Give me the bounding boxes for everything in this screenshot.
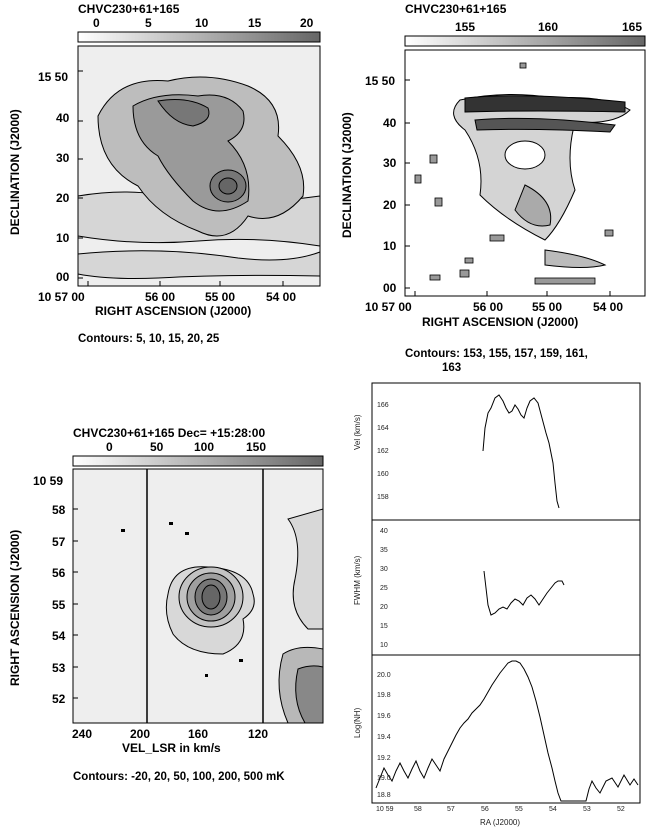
wedge-tick: 150 (246, 440, 267, 454)
wedge-tick: 5 (145, 16, 152, 30)
fwhm-tick: 35 (380, 547, 388, 554)
vel-tick: 160 (377, 471, 389, 478)
contours-caption: Contours: -20, 20, 50, 100, 200, 500 mK (73, 771, 285, 783)
x-tick: 55 00 (532, 300, 563, 314)
ra-tick: 52 (617, 806, 625, 813)
wedge-tick: 15 (248, 16, 262, 30)
nh-tick: 19.2 (377, 755, 391, 762)
y-tick: 30 (56, 151, 70, 165)
fwhm-tick: 30 (380, 566, 388, 573)
y-axis-label: RIGHT ASCENSION (J2000) (8, 529, 22, 686)
y-tick: 56 (52, 566, 66, 580)
y-tick: 52 (52, 692, 66, 706)
vel-tick: 164 (377, 425, 389, 432)
y-tick: 10 (56, 231, 70, 245)
panel-title: CHVC230+61+165 Dec= +15:28:00 (73, 426, 266, 440)
fwhm-tick: 20 (380, 604, 388, 611)
contours-caption-continued: 163 (442, 362, 462, 374)
y-tick: 00 (383, 281, 397, 295)
y-tick: 20 (383, 198, 397, 212)
y-tick: 40 (56, 111, 70, 125)
y-axis-label: DECLINATION (J2000) (8, 109, 22, 235)
wedge-top-right (404, 35, 646, 47)
y-tick: 20 (56, 191, 70, 205)
ra-tick: 53 (583, 806, 591, 813)
x-tick: 55 00 (205, 290, 236, 304)
ra-tick: 56 (481, 806, 489, 813)
wedge-tick: 20 (300, 16, 314, 30)
y-tick: 10 (383, 239, 397, 253)
wedge-tick: 155 (455, 20, 476, 34)
fwhm-tick: 10 (380, 642, 388, 649)
x-axis-label: VEL_LSR in km/s (122, 741, 221, 755)
ra-tick: 10 59 (376, 806, 394, 813)
x-tick: 10 57 00 (365, 300, 412, 314)
wedge-tick: 0 (93, 16, 100, 30)
wedge-tick: 50 (150, 440, 164, 454)
y-axis-label-fwhm: FWHM (km/s) (353, 555, 362, 605)
profile-plots (371, 382, 641, 804)
y-axis-label-nh: Log(NH) (353, 707, 362, 738)
map-top-left (77, 45, 321, 287)
fwhm-tick: 15 (380, 623, 388, 630)
x-axis-label: RA (J2000) (480, 818, 521, 827)
vel-tick: 166 (377, 402, 389, 409)
ra-tick: 57 (447, 806, 455, 813)
x-tick: 200 (130, 727, 151, 741)
wedge-top-left (77, 31, 321, 43)
x-tick: 160 (188, 727, 209, 741)
y-tick: 57 (52, 535, 66, 549)
x-tick: 54 00 (593, 300, 624, 314)
nh-tick: 19.0 (377, 775, 391, 782)
fwhm-tick: 25 (380, 585, 388, 592)
y-tick: 00 (56, 270, 70, 284)
x-tick: 56 00 (145, 290, 176, 304)
x-axis-label: RIGHT ASCENSION (J2000) (95, 304, 252, 318)
contours-caption: Contours: 5, 10, 15, 20, 25 (78, 333, 220, 345)
wedge-tick: 165 (622, 20, 643, 34)
wedge-tick: 100 (194, 440, 215, 454)
contours-caption: Contours: 153, 155, 157, 159, 161, (405, 348, 588, 360)
x-axis-label: RIGHT ASCENSION (J2000) (422, 315, 579, 329)
wedge-tick: 10 (195, 16, 209, 30)
ra-tick: 54 (549, 806, 557, 813)
ra-tick: 58 (414, 806, 422, 813)
x-tick: 54 00 (266, 290, 297, 304)
fwhm-tick: 40 (380, 528, 388, 535)
vel-tick: 162 (377, 448, 389, 455)
x-tick: 10 57 00 (38, 290, 85, 304)
nh-tick: 19.6 (377, 713, 391, 720)
nh-tick: 18.8 (377, 792, 391, 799)
y-tick: 40 (383, 116, 397, 130)
ra-tick: 55 (515, 806, 523, 813)
x-tick: 240 (72, 727, 93, 741)
wedge-bottom-left (72, 455, 324, 467)
x-tick: 120 (248, 727, 269, 741)
y-tick: 30 (383, 156, 397, 170)
y-tick: 15 50 (38, 70, 69, 84)
y-tick: 54 (52, 629, 66, 643)
y-tick: 55 (52, 598, 66, 612)
x-tick: 56 00 (473, 300, 504, 314)
y-tick: 53 (52, 661, 66, 675)
vel-tick: 158 (377, 494, 389, 501)
wedge-tick: 160 (538, 20, 559, 34)
y-axis-label: DECLINATION (J2000) (340, 112, 354, 238)
map-bottom-left (72, 468, 324, 724)
wedge-tick: 0 (106, 440, 113, 454)
nh-tick: 19.8 (377, 692, 391, 699)
map-top-right (404, 49, 646, 297)
y-tick: 10 59 (33, 474, 64, 488)
y-tick: 15 50 (365, 74, 396, 88)
nh-tick: 20.0 (377, 672, 391, 679)
y-tick: 58 (52, 503, 66, 517)
panel-title: CHVC230+61+165 (78, 2, 180, 16)
y-axis-label-vel: Vel (km/s) (353, 414, 362, 450)
nh-tick: 19.4 (377, 734, 391, 741)
panel-title: CHVC230+61+165 (405, 2, 507, 16)
